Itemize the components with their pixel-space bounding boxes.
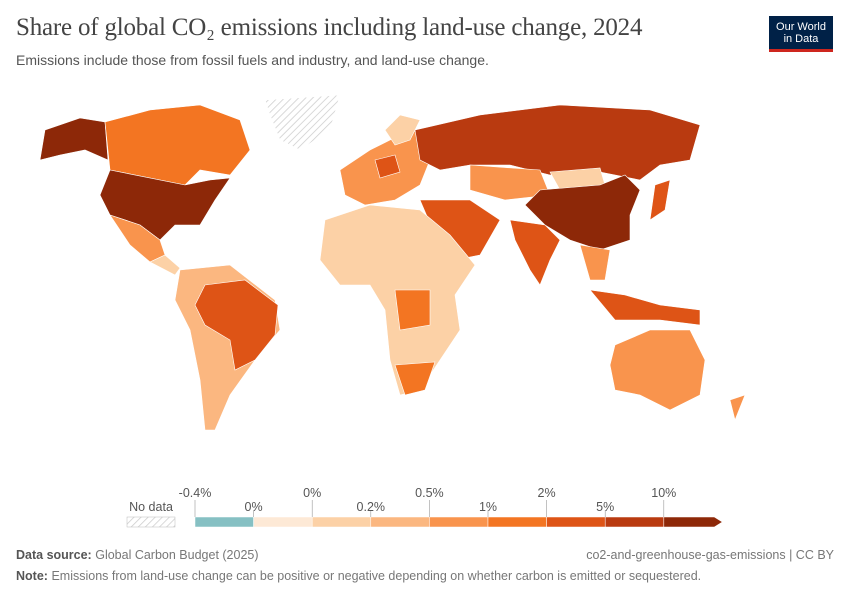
india: [509, 219, 561, 286]
source-label: Data source:: [16, 548, 92, 562]
logo-line: in Data: [783, 33, 819, 45]
note-text: Emissions from land-use change can be po…: [51, 569, 702, 583]
kazakhstan: [469, 164, 551, 201]
japan: [649, 179, 671, 221]
central-america: [149, 254, 181, 276]
legend-swatch: [604, 516, 665, 528]
southeast-asia: [579, 244, 611, 281]
drc: [394, 289, 431, 331]
new-zealand: [729, 394, 746, 421]
legend-label: 1%: [479, 500, 497, 514]
source: Data source: Global Carbon Budget (2025): [16, 548, 259, 562]
legend-swatch: [546, 516, 606, 528]
legend-swatch: [253, 516, 313, 528]
china: [524, 174, 641, 251]
legend-swatch: [370, 516, 430, 528]
legend-label: 0.2%: [357, 500, 386, 514]
brazil: [194, 279, 279, 371]
canada: [104, 104, 251, 186]
south-africa: [394, 361, 436, 396]
germany: [374, 154, 401, 179]
logo[interactable]: Our World in Data: [769, 16, 833, 52]
legend-label: 5%: [596, 500, 614, 514]
no-data-swatch: [126, 516, 176, 528]
note: Note: Emissions from land-use change can…: [16, 569, 701, 583]
legend-label: 0%: [245, 500, 263, 514]
no-data-label: No data: [129, 500, 173, 514]
legend-swatch: [487, 516, 547, 528]
note-label: Note:: [16, 569, 48, 583]
slug[interactable]: co2-and-greenhouse-gas-emissions | CC BY: [586, 548, 834, 562]
legend-swatch: [311, 516, 372, 528]
title: Share of global CO₂ emissions including …: [16, 14, 643, 41]
legend-swatch: [429, 516, 489, 528]
source-text: Global Carbon Budget (2025): [95, 548, 259, 562]
alaska: [39, 117, 109, 161]
russia: [414, 104, 701, 181]
australia: [609, 329, 706, 411]
legend-swatch: [194, 516, 254, 528]
legend-label: 0%: [303, 486, 321, 500]
greenland: [264, 94, 341, 151]
legend-label: 0.5%: [415, 486, 444, 500]
legend: No data -0.4% 0% 0% 0.2% 0.5% 1% 2% 5% 10%: [126, 486, 723, 528]
legend-label: 10%: [651, 486, 676, 500]
legend-swatch: [663, 516, 723, 528]
indonesia: [589, 289, 701, 326]
subtitle: Emissions include those from fossil fuel…: [16, 52, 489, 68]
legend-label: -0.4%: [179, 486, 212, 500]
legend-label: 2%: [538, 486, 556, 500]
logo-line: Our World: [776, 21, 826, 33]
